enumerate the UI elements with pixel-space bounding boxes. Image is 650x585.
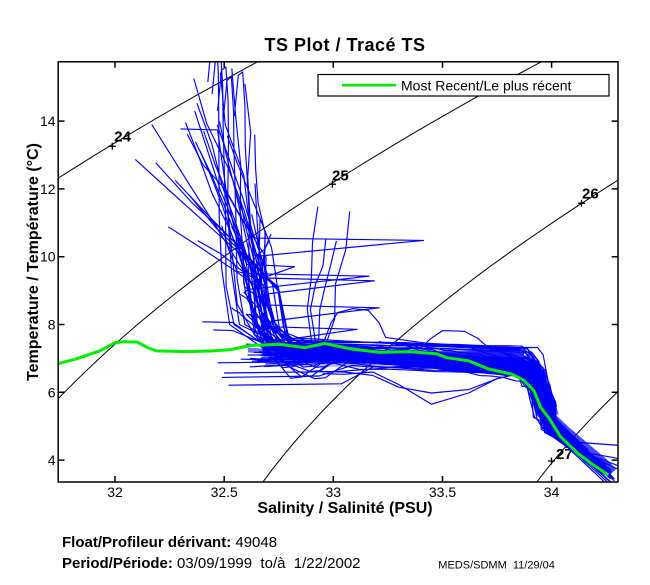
svg-text:32.5: 32.5: [211, 484, 238, 500]
svg-text:32: 32: [107, 484, 123, 500]
svg-text:Temperature / Température (°C): Temperature / Température (°C): [25, 143, 42, 381]
svg-text:10: 10: [40, 249, 56, 265]
svg-text:Float/Profileur dérivant: 4904: Float/Profileur dérivant: 49048: [62, 534, 277, 551]
svg-text:25: 25: [332, 167, 349, 184]
svg-text:8: 8: [48, 317, 56, 333]
svg-text:TS Plot / Tracé TS: TS Plot / Tracé TS: [264, 35, 425, 55]
svg-text:27: 27: [556, 446, 573, 463]
svg-text:33.5: 33.5: [429, 484, 456, 500]
svg-text:24: 24: [114, 128, 131, 145]
svg-text:Period/Période: 03/09/1999 to: Period/Période: 03/09/1999 to/à 1/22/200…: [62, 555, 361, 572]
svg-text:6: 6: [48, 384, 56, 400]
svg-text:34: 34: [544, 484, 560, 500]
svg-text:33: 33: [326, 484, 342, 500]
svg-text:4: 4: [48, 452, 56, 468]
svg-text:26: 26: [582, 186, 599, 203]
svg-text:Most Recent/Le plus récent: Most Recent/Le plus récent: [401, 78, 572, 94]
svg-text:MEDS/SDMM 11/29/04: MEDS/SDMM 11/29/04: [438, 559, 555, 571]
svg-text:14: 14: [40, 113, 56, 129]
svg-text:12: 12: [40, 181, 56, 197]
svg-text:Salinity / Salinité (PSU): Salinity / Salinité (PSU): [257, 500, 432, 517]
